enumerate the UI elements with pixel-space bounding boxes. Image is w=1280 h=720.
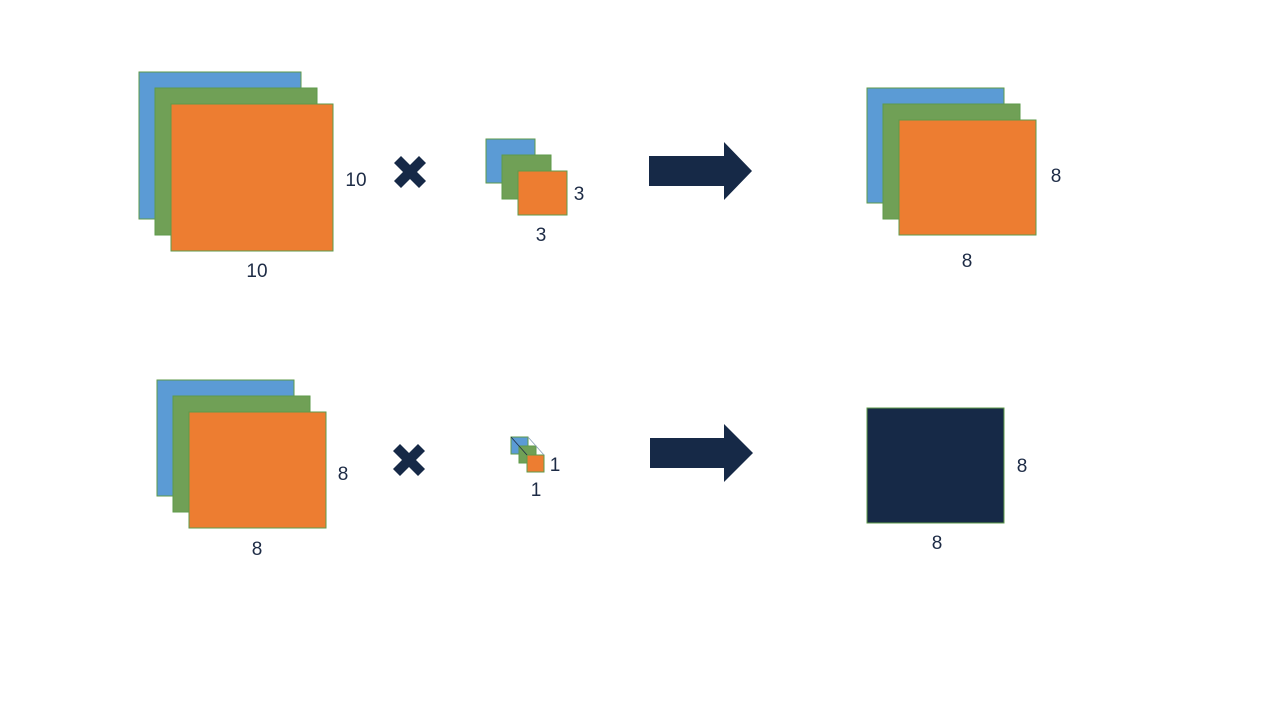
row2-kernel-height-label: 1 — [550, 455, 561, 476]
right-arrow-icon — [649, 142, 752, 200]
row2-kernel-orange-channel — [526, 454, 545, 473]
row2-kernel-width-label: 1 — [531, 480, 542, 501]
row2-kernel-depth-line — [510, 436, 528, 456]
row2-kernel — [510, 436, 545, 473]
row1-input-height-label: 10 — [345, 170, 366, 191]
row1-input-width-label: 10 — [246, 261, 267, 282]
row2-output-height-label: 8 — [1017, 456, 1028, 477]
row2-kernel-depth-line — [527, 436, 545, 456]
row2-input-height-label: 8 — [338, 464, 349, 485]
row1-kernel-orange-channel — [517, 170, 568, 216]
multiply-icon — [394, 156, 426, 188]
row1-output-tensor — [866, 87, 1037, 236]
row1-output-height-label: 8 — [1051, 166, 1062, 187]
row1-kernel — [485, 138, 568, 216]
multiply-icon — [393, 444, 425, 476]
row2-input-width-label: 8 — [252, 539, 263, 560]
row2-input-tensor — [156, 379, 327, 529]
row2-output-width-label: 8 — [932, 533, 943, 554]
row1-input-orange-channel — [170, 103, 334, 252]
right-arrow-icon — [650, 424, 753, 482]
row2-output-feature-map — [866, 407, 1005, 524]
row1-kernel-width-label: 3 — [536, 225, 547, 246]
row1-input-tensor — [138, 71, 334, 252]
row2-input-orange-channel — [188, 411, 327, 529]
row1-output-orange-channel — [898, 119, 1037, 236]
row1-output-width-label: 8 — [962, 251, 973, 272]
row1-kernel-height-label: 3 — [574, 184, 585, 205]
